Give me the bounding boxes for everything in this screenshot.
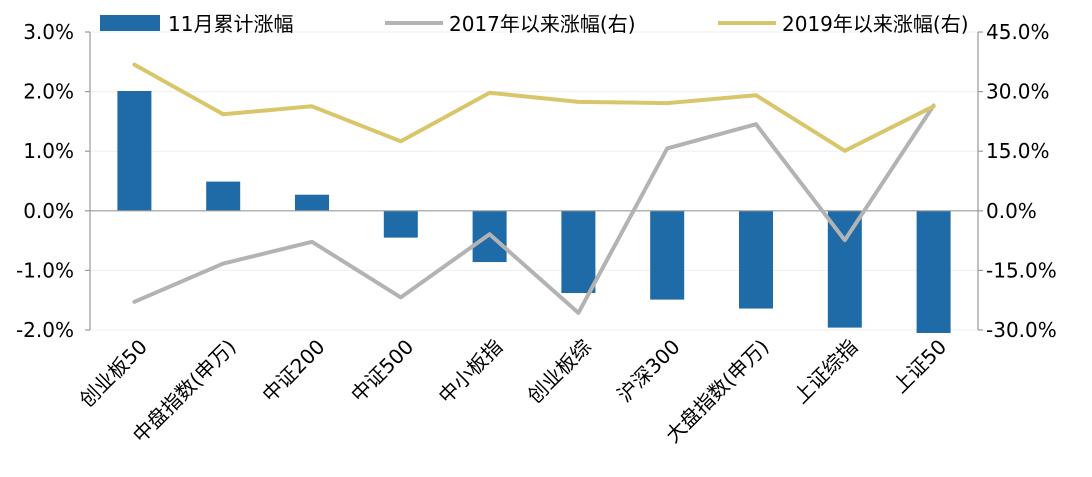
left-tick-label: 3.0% xyxy=(23,20,74,44)
right-tick-label: 0.0% xyxy=(986,199,1037,223)
legend-swatch-bar xyxy=(100,15,160,31)
category-label: 中证200 xyxy=(257,335,329,407)
bar xyxy=(383,210,418,238)
category-label: 中小板指 xyxy=(434,335,508,409)
line-series xyxy=(132,62,936,315)
bar xyxy=(916,210,951,333)
right-tick-label: 45.0% xyxy=(986,20,1050,44)
bar xyxy=(739,210,773,309)
line-2019 xyxy=(132,62,936,153)
right-axis-ticks: -30.0% -15.0% 0.0% 15.0% 30.0% 45.0% xyxy=(986,20,1057,342)
bar xyxy=(561,210,596,294)
bar xyxy=(827,210,862,328)
category-label: 上证50 xyxy=(888,335,951,398)
bar xyxy=(206,181,241,211)
left-tick-label: 1.0% xyxy=(23,139,74,163)
category-label: 创业板综 xyxy=(522,335,596,409)
right-tick-label: 15.0% xyxy=(986,139,1050,163)
bar xyxy=(650,210,685,300)
right-tick-label: 30.0% xyxy=(986,80,1050,104)
bar xyxy=(117,91,152,211)
category-label: 上证综指 xyxy=(789,335,863,409)
right-tick-label: -30.0% xyxy=(986,318,1057,342)
legend-label-line-2017: 2017年以来涨幅(右) xyxy=(449,12,636,36)
bar-series xyxy=(117,91,951,333)
left-tick-label: -1.0% xyxy=(16,258,74,282)
category-label: 中证500 xyxy=(346,335,418,407)
left-axis-ticks: -2.0% -1.0% 0.0% 1.0% 2.0% 3.0% xyxy=(16,20,74,342)
left-tick-label: -2.0% xyxy=(16,318,74,342)
left-tick-label: 0.0% xyxy=(23,199,74,223)
right-tick-label: -15.0% xyxy=(986,258,1057,282)
bar xyxy=(295,194,329,211)
category-label: 创业板50 xyxy=(75,335,152,412)
legend: 11月累计涨幅 2017年以来涨幅(右) 2019年以来涨幅(右) xyxy=(100,12,969,36)
line-2017 xyxy=(132,103,936,315)
legend-label-bar: 11月累计涨幅 xyxy=(168,12,293,36)
category-label: 沪深300 xyxy=(612,335,684,407)
axes xyxy=(85,31,983,331)
left-tick-label: 2.0% xyxy=(23,80,74,104)
legend-label-line-2019: 2019年以来涨幅(右) xyxy=(782,12,969,36)
